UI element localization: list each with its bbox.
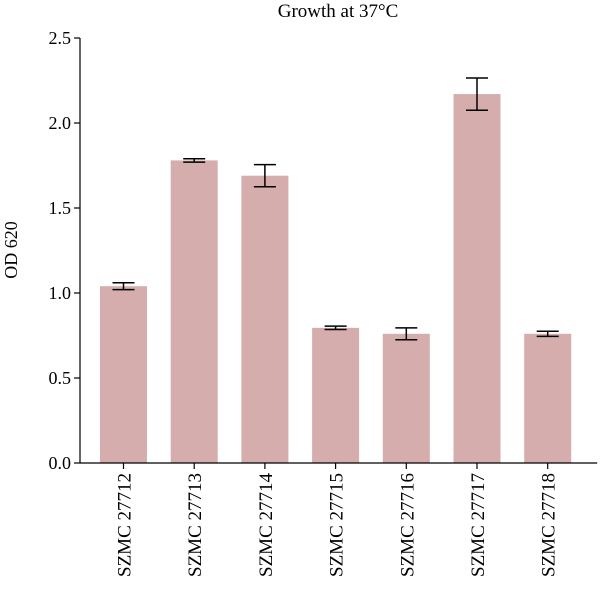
y-axis-title: OD 620 xyxy=(1,221,21,279)
x-tick-label: SZMC 27718 xyxy=(539,473,560,577)
x-tick-label: SZMC 27717 xyxy=(468,473,489,577)
y-tick-label: 1.0 xyxy=(49,283,72,303)
y-tick-label: 2.5 xyxy=(49,28,72,48)
bar xyxy=(241,175,289,463)
plot-area: 0.0 0.5 1.0 1.5 2.0 2.5 SZMC 27712 SZMC 27713 SZ… xyxy=(49,28,598,577)
x-tick-label: SZMC 27715 xyxy=(327,473,348,577)
y-tick-label: 2.0 xyxy=(49,113,72,133)
bar xyxy=(382,333,430,463)
y-tick-label: 1.5 xyxy=(49,198,72,218)
x-tick-label: SZMC 27714 xyxy=(256,473,277,577)
y-tick-label: 0.5 xyxy=(49,368,72,388)
bar xyxy=(100,286,147,463)
bar xyxy=(170,160,218,463)
x-tick-label: SZMC 27716 xyxy=(397,473,418,577)
x-tick-label: SZMC 27712 xyxy=(115,473,136,577)
bar xyxy=(524,333,572,463)
bar xyxy=(453,94,501,463)
chart-title: Growth at 37°C xyxy=(278,1,399,22)
y-tick-label: 0.0 xyxy=(49,453,72,473)
x-tick-label: SZMC 27713 xyxy=(185,473,206,577)
bar xyxy=(312,327,360,463)
